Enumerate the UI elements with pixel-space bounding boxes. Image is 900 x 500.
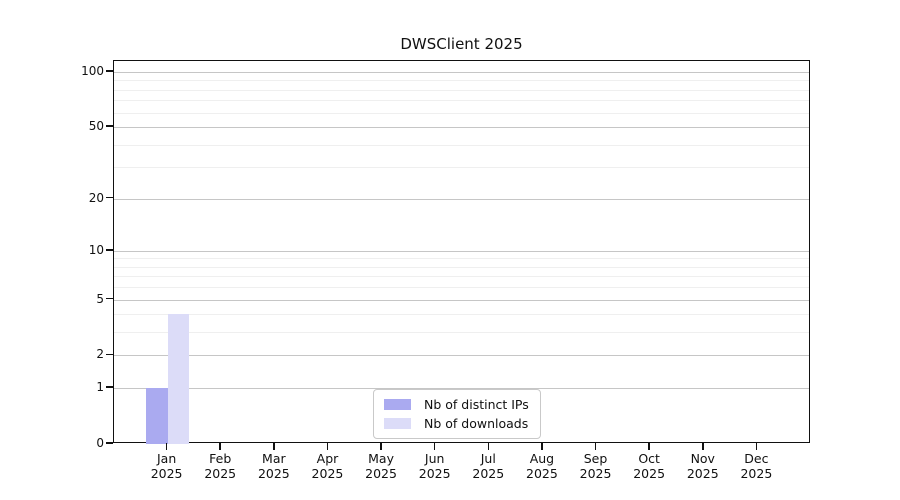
minor-gridline xyxy=(114,287,809,289)
minor-gridline xyxy=(114,258,809,260)
x-tick-label: Sep 2025 xyxy=(568,451,624,481)
legend-label-downloads: Nb of downloads xyxy=(424,416,529,431)
x-tick-month: Feb xyxy=(209,451,232,466)
x-tick-year: 2025 xyxy=(579,466,612,481)
x-tick-mark xyxy=(594,443,597,450)
x-tick-mark xyxy=(380,443,382,450)
major-gridline xyxy=(114,250,809,252)
x-tick-year: 2025 xyxy=(311,466,344,481)
y-tick-mark xyxy=(106,248,113,251)
minor-gridline xyxy=(114,80,809,82)
x-tick-month: Jul xyxy=(480,451,496,466)
minor-gridline xyxy=(114,276,809,278)
x-tick-label: May 2025 xyxy=(353,451,409,481)
x-tick-year: 2025 xyxy=(365,466,397,481)
y-tick-mark xyxy=(106,196,113,199)
bar-nb-of-downloads xyxy=(167,314,190,444)
x-tick-month: Apr xyxy=(316,451,339,466)
chart-title: DWSClient 2025 xyxy=(400,35,523,53)
x-tick-month: Jan xyxy=(156,451,177,466)
y-tick-mark xyxy=(106,353,113,356)
minor-gridline xyxy=(114,332,809,334)
x-tick-year: 2025 xyxy=(633,466,666,481)
x-tick-month: Sep xyxy=(583,451,608,466)
x-tick-year: 2025 xyxy=(740,466,773,481)
minor-gridline xyxy=(114,167,809,169)
x-tick-year: 2025 xyxy=(150,466,183,481)
major-gridline xyxy=(114,355,809,357)
x-tick-mark xyxy=(165,443,168,450)
x-tick-year: 2025 xyxy=(686,466,719,481)
y-tick-label: 100 xyxy=(81,64,104,78)
y-tick-label: 0 xyxy=(96,436,104,450)
x-tick-mark xyxy=(755,443,758,450)
x-tick-month: Mar xyxy=(262,451,286,466)
minor-gridline xyxy=(114,89,809,91)
y-tick-label: 50 xyxy=(88,119,104,134)
y-tick-mark xyxy=(106,442,113,444)
y-tick-mark xyxy=(106,297,113,300)
x-tick-month: Dec xyxy=(744,451,769,466)
y-tick-label: 5 xyxy=(96,291,104,306)
minor-gridline xyxy=(114,266,809,268)
x-tick-month: Oct xyxy=(638,451,660,466)
y-tick-label: 10 xyxy=(88,242,104,257)
major-gridline xyxy=(114,388,809,390)
legend-label-distinct-ips: Nb of distinct IPs xyxy=(424,397,529,412)
minor-gridline xyxy=(114,112,809,114)
x-tick-year: 2025 xyxy=(526,466,558,481)
x-tick-mark xyxy=(648,443,650,450)
legend-item-downloads: Nb of downloads xyxy=(384,416,529,431)
x-tick-year: 2025 xyxy=(204,466,237,481)
minor-gridline xyxy=(114,144,809,146)
x-tick-label: Dec 2025 xyxy=(728,451,784,481)
x-tick-mark xyxy=(541,443,543,450)
y-tick-mark xyxy=(106,70,113,72)
y-tick-label: 1 xyxy=(96,380,104,395)
legend: Nb of distinct IPs Nb of downloads xyxy=(373,389,541,439)
x-tick-year: 2025 xyxy=(418,466,451,481)
x-tick-mark xyxy=(701,443,704,450)
x-tick-mark xyxy=(273,443,275,450)
x-tick-mark xyxy=(487,443,490,450)
x-tick-label: Oct 2025 xyxy=(621,451,677,481)
y-tick-label: 20 xyxy=(88,190,104,205)
major-gridline xyxy=(114,299,809,301)
bar-nb-of-distinct-ips xyxy=(146,388,168,444)
x-tick-label: Jun 2025 xyxy=(407,451,463,481)
x-tick-month: Jun xyxy=(424,451,445,466)
x-tick-year: 2025 xyxy=(472,466,505,481)
y-tick-mark xyxy=(106,125,113,127)
legend-swatch-distinct-ips xyxy=(384,399,411,410)
legend-swatch-downloads xyxy=(384,418,411,429)
x-tick-label: Jan 2025 xyxy=(139,451,195,481)
major-gridline xyxy=(114,127,809,129)
x-tick-mark xyxy=(219,443,222,450)
y-tick-label: 2 xyxy=(96,347,104,362)
x-tick-label: Nov 2025 xyxy=(675,451,731,481)
x-tick-mark xyxy=(326,443,329,450)
x-tick-year: 2025 xyxy=(257,466,290,481)
x-tick-label: Mar 2025 xyxy=(246,451,302,481)
y-tick-mark xyxy=(106,386,113,388)
plot-area xyxy=(113,60,810,444)
x-tick-mark xyxy=(433,443,436,450)
x-tick-label: Aug 2025 xyxy=(514,451,570,481)
major-gridline xyxy=(114,72,809,73)
legend-item-distinct-ips: Nb of distinct IPs xyxy=(384,397,529,412)
x-tick-month: Aug xyxy=(529,451,555,466)
minor-gridline xyxy=(114,100,809,102)
x-tick-label: Jul 2025 xyxy=(460,451,516,481)
major-gridline xyxy=(114,198,809,200)
x-tick-month: May xyxy=(368,451,394,466)
minor-gridline xyxy=(114,314,809,316)
x-tick-month: Nov xyxy=(690,451,715,466)
x-tick-label: Apr 2025 xyxy=(299,451,355,481)
x-tick-label: Feb 2025 xyxy=(192,451,248,481)
